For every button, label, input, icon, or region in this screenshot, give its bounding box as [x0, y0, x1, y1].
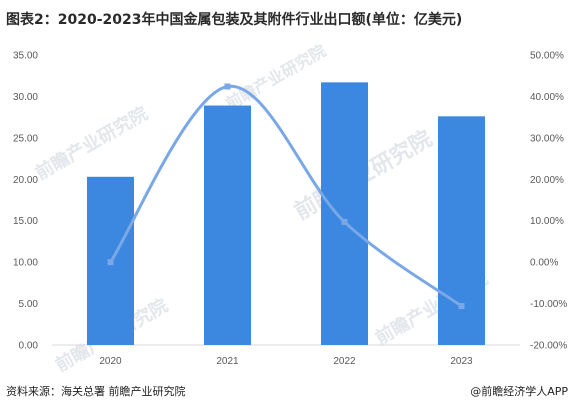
y-left-tick-label: 25.00	[13, 133, 38, 144]
y-right-tick-label: 50.00%	[530, 51, 564, 62]
y-right-tick-label: -20.00%	[530, 341, 567, 352]
y-left-tick-label: 10.00	[13, 258, 38, 269]
x-axis-ticks: 2020 2021 2022 2023	[99, 356, 473, 367]
y-right-tick-label: 40.00%	[530, 92, 564, 103]
y-right-tick-label: 10.00%	[530, 216, 564, 227]
y-left-tick-label: 30.00	[13, 92, 38, 103]
bar-series	[87, 82, 485, 346]
y-left-tick-label: 35.00	[13, 51, 38, 62]
watermark-text: 前瞻产业研究院	[223, 41, 330, 113]
line-marker	[224, 83, 231, 90]
line-marker	[458, 303, 465, 310]
source-note: 资料来源：海关总署 前瞻产业研究院	[6, 385, 186, 398]
y-right-tick-label: -10.00%	[530, 299, 567, 310]
x-tick-label: 2020	[99, 356, 122, 367]
line-markers	[107, 83, 465, 310]
bar	[438, 116, 485, 345]
watermark-text: 前瞻产业研究院	[32, 102, 152, 184]
y-right-tick-label: 20.00%	[530, 175, 564, 186]
line-marker	[341, 218, 348, 225]
y-left-tick-label: 15.00	[13, 216, 38, 227]
y-left-tick-label: 20.00	[13, 175, 38, 186]
y-left-tick-label: 5.00	[19, 299, 39, 310]
y-axis-left: 0.00 5.00 10.00 15.00 20.00 25.00 30.00 35.00	[13, 51, 38, 352]
x-tick-label: 2023	[450, 356, 473, 367]
line-marker	[107, 259, 114, 266]
x-tick-label: 2022	[333, 356, 356, 367]
y-right-tick-label: 30.00%	[530, 133, 564, 144]
bar	[321, 82, 368, 345]
chart-title: 图表2：2020-2023年中国金属包装及其附件行业出口额(单位：亿美元)	[6, 12, 463, 28]
y-axis-right: -20.00% -10.00% 0.00% 10.00% 20.00% 30.00% 40.…	[530, 51, 567, 352]
growth-line	[109, 84, 463, 308]
x-tick-label: 2021	[216, 356, 239, 367]
y-right-tick-label: 0.00%	[530, 258, 558, 269]
brand-credit: @前瞻经济学人APP	[470, 385, 568, 398]
y-left-tick-label: 0.00	[19, 341, 39, 352]
bar	[204, 105, 251, 346]
